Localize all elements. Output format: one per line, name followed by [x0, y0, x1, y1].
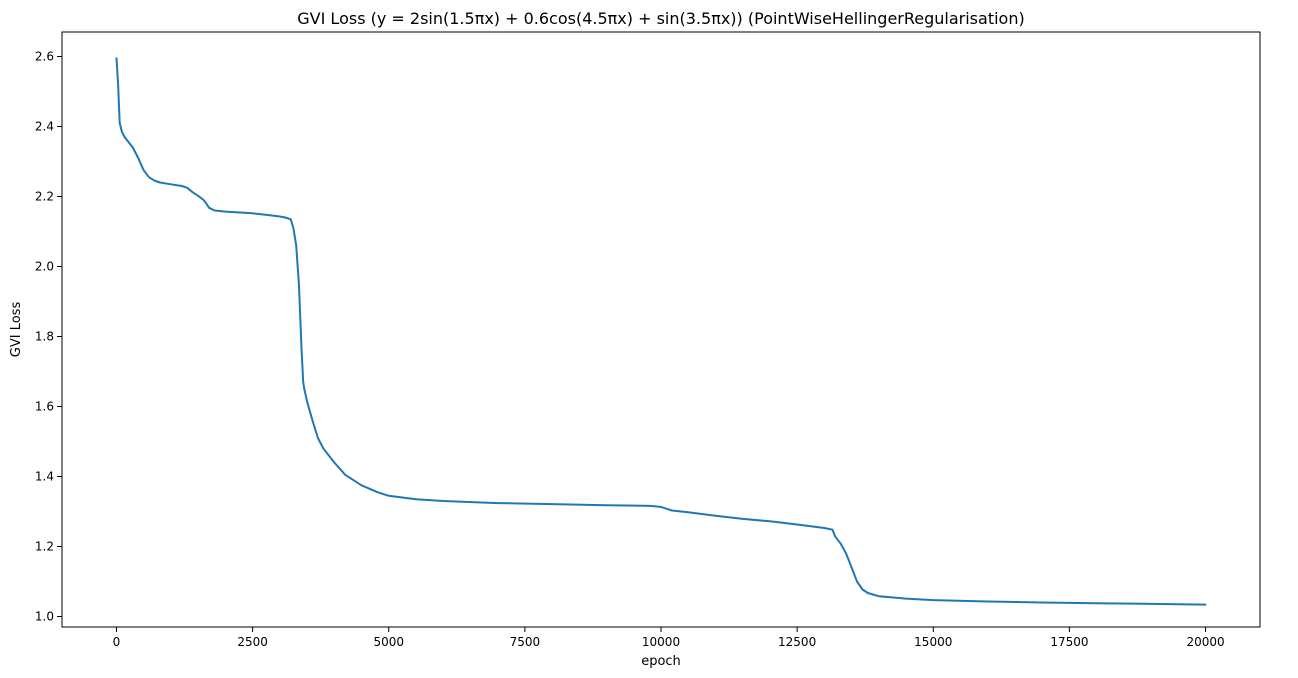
y-axis-ticks: 1.0 1.2 1.4 1.6 1.8 2.0 2.2 2.4 2.6 — [35, 50, 62, 624]
x-tick-label: 12500 — [778, 635, 816, 649]
x-tick-label: 5000 — [373, 635, 404, 649]
x-tick-label: 2500 — [237, 635, 268, 649]
x-tick-label: 20000 — [1186, 635, 1224, 649]
plot-area — [115, 57, 1207, 606]
x-tick-label: 7500 — [510, 635, 541, 649]
chart-title: GVI Loss (y = 2sin(1.5πx) + 0.6cos(4.5πx… — [297, 9, 1024, 28]
y-tick-label: 1.6 — [35, 400, 54, 414]
y-axis-label: GVI Loss — [9, 302, 24, 358]
y-tick-label: 1.4 — [35, 470, 54, 484]
y-tick-label: 2.4 — [35, 120, 54, 134]
y-tick-label: 1.8 — [35, 330, 54, 344]
y-tick-label: 1.2 — [35, 540, 54, 554]
plot-frame — [61, 31, 1261, 628]
x-tick-label: 10000 — [642, 635, 680, 649]
y-tick-label: 1.0 — [35, 610, 54, 624]
x-tick-label: 15000 — [914, 635, 952, 649]
y-tick-label: 2.2 — [35, 190, 54, 204]
x-axis-ticks: 0 2500 5000 7500 10000 12500 15000 17500 20000 — [113, 627, 1225, 649]
y-tick-label: 2.6 — [35, 50, 54, 64]
series-line-gvi-loss — [115, 57, 1207, 606]
x-tick-label: 17500 — [1050, 635, 1088, 649]
x-tick-label: 0 — [113, 635, 121, 649]
y-tick-label: 2.0 — [35, 260, 54, 274]
x-axis-label: epoch — [641, 654, 681, 669]
